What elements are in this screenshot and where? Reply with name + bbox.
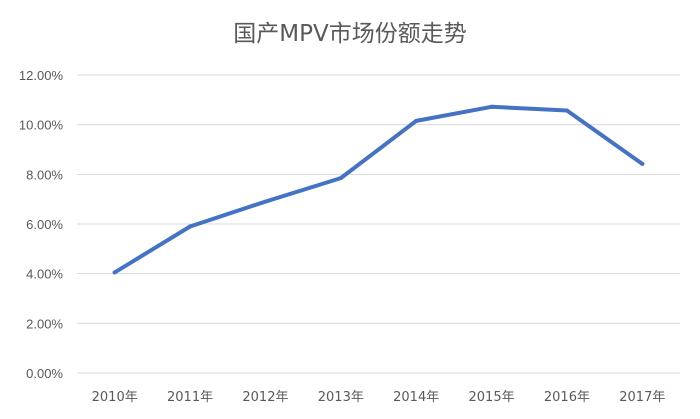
y-tick-label: 0.00% — [26, 366, 63, 381]
x-tick-label: 2014年 — [393, 390, 439, 405]
data-point — [263, 199, 268, 204]
x-tick-label: 2013年 — [318, 390, 364, 405]
series-group — [112, 104, 645, 275]
data-point — [640, 161, 645, 166]
y-tick-label: 10.00% — [19, 118, 64, 133]
series-line — [112, 104, 645, 275]
x-tick-label: 2012年 — [242, 390, 288, 405]
data-point — [112, 270, 117, 275]
y-tick-label: 12.00% — [19, 68, 64, 83]
gridlines — [77, 74, 680, 374]
x-tick-label: 2015年 — [469, 390, 515, 405]
y-tick-label: 4.00% — [26, 267, 63, 282]
x-tick-label: 2016年 — [544, 390, 590, 405]
x-tick-label: 2010年 — [92, 390, 138, 405]
data-point — [338, 176, 343, 181]
x-tick-label: 2011年 — [167, 390, 213, 405]
y-tick-label: 6.00% — [26, 217, 63, 232]
y-axis-ticks: 0.00% 2.00% 4.00% 6.00% 8.00% 10.00% 12.00% — [19, 68, 64, 381]
y-tick-label: 8.00% — [26, 167, 63, 182]
data-point — [489, 104, 494, 109]
y-tick-label: 2.00% — [26, 316, 63, 331]
x-axis-ticks: 2010年 2011年 2012年 2013年 2014年 2015年 2016年 2017年 — [92, 390, 666, 405]
chart-title: 国产MPV市场份额走势 — [233, 21, 467, 47]
data-point — [188, 224, 193, 229]
x-tick-label: 2017年 — [619, 390, 665, 405]
data-point — [564, 108, 569, 113]
data-point — [414, 118, 419, 123]
